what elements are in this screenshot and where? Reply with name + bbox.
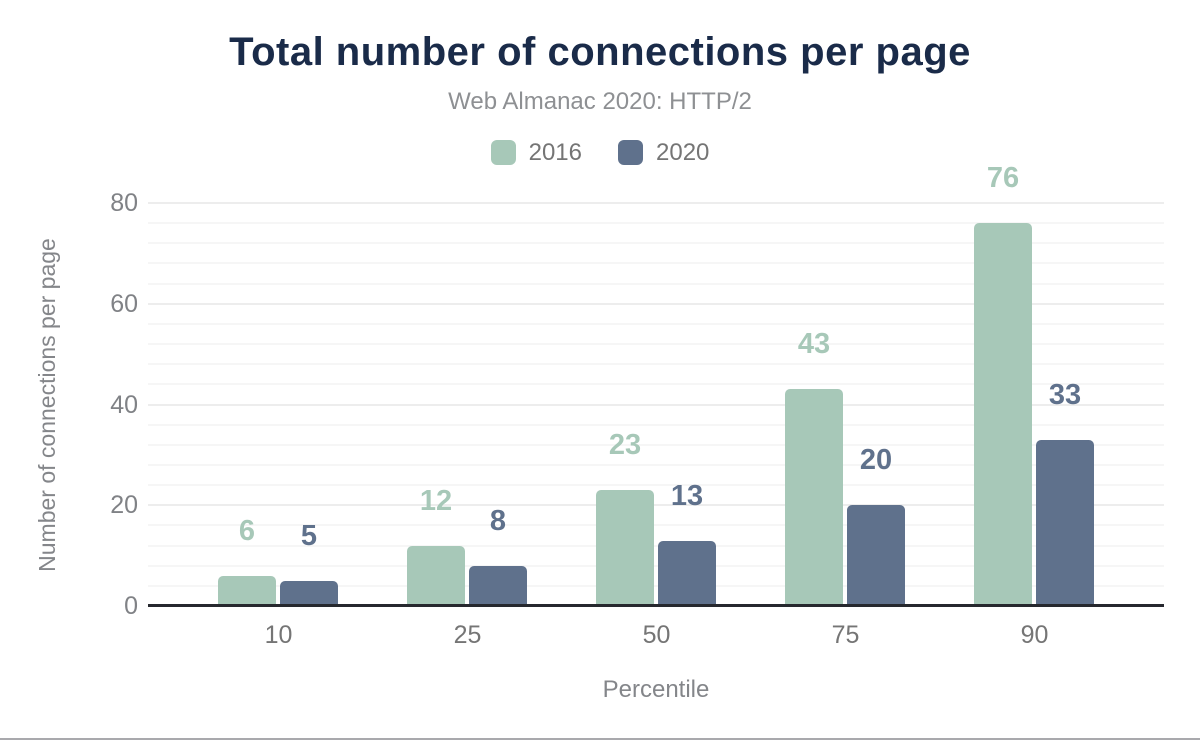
value-label-2020-p10: 5 [300, 519, 318, 552]
bar-2020-p90 [1036, 439, 1094, 606]
value-label-2020-p75: 20 [859, 444, 893, 477]
legend-swatch-2020 [618, 140, 643, 165]
minor-gridline-32 [148, 443, 1164, 446]
major-gridline-40 [148, 403, 1164, 406]
bar-2020-p10 [280, 580, 338, 606]
x-axis-title: Percentile [602, 676, 710, 703]
chart-title: Total number of connections per page [229, 30, 971, 74]
minor-gridline-72 [148, 242, 1164, 245]
minor-gridline-64 [148, 282, 1164, 285]
minor-gridline-56 [148, 322, 1164, 325]
legend-item-2016: 2016 [490, 139, 582, 166]
x-tick-label-25: 25 [453, 621, 482, 649]
minor-gridline-12 [148, 544, 1164, 547]
minor-gridline-76 [148, 222, 1164, 225]
legend-swatch-2016 [490, 140, 516, 165]
value-label-2020-p50: 13 [670, 479, 704, 512]
bar-2016-p90 [974, 223, 1032, 606]
bar-2016-p10 [218, 575, 276, 606]
bar-2016-p25 [407, 545, 465, 606]
major-gridline-80 [148, 202, 1164, 204]
bar-2020-p25 [469, 565, 527, 606]
minor-gridline-16 [148, 524, 1164, 527]
minor-gridline-52 [148, 343, 1164, 346]
y-tick-label-80: 80 [110, 189, 138, 217]
bottom-rule [0, 738, 1200, 740]
minor-gridline-48 [148, 363, 1164, 366]
legend-label-2016: 2016 [528, 139, 582, 166]
value-label-2020-p90: 33 [1048, 378, 1082, 411]
minor-gridline-28 [148, 463, 1164, 466]
y-tick-label-0: 0 [124, 592, 138, 620]
minor-gridline-4 [148, 584, 1164, 587]
x-axis-line [148, 604, 1164, 607]
x-tick-label-50: 50 [642, 621, 671, 649]
bar-2020-p75 [847, 505, 905, 606]
bar-2020-p50 [658, 540, 716, 606]
major-gridline-20 [148, 504, 1164, 507]
value-label-2016-p10: 6 [238, 514, 256, 547]
minor-gridline-68 [148, 262, 1164, 265]
value-label-2016-p25: 12 [419, 484, 453, 517]
y-axis-title: Number of connections per page [34, 238, 60, 572]
minor-gridline-24 [148, 484, 1164, 487]
legend-item-2020: 2020 [618, 140, 709, 165]
major-gridline-60 [148, 302, 1164, 305]
minor-gridline-36 [148, 423, 1164, 426]
x-tick-label-75: 75 [831, 621, 860, 649]
legend-label-2020: 2020 [656, 139, 710, 166]
value-label-2016-p50: 23 [608, 429, 642, 462]
value-label-2020-p25: 8 [489, 504, 507, 537]
minor-gridline-44 [148, 383, 1164, 386]
value-label-2016-p75: 43 [797, 328, 831, 361]
x-tick-label-10: 10 [264, 621, 293, 649]
bar-2016-p50 [596, 490, 654, 606]
y-tick-label-20: 20 [110, 491, 138, 520]
y-tick-label-40: 40 [110, 390, 138, 419]
minor-gridline-8 [148, 564, 1164, 567]
chart-subtitle: Web Almanac 2020: HTTP/2 [448, 88, 752, 115]
x-tick-label-90: 90 [1020, 621, 1049, 649]
y-tick-label-60: 60 [110, 289, 138, 318]
chart-legend: 2016 2020 [0, 140, 1200, 165]
value-label-2016-p90: 76 [986, 162, 1020, 195]
bar-2016-p75 [785, 389, 843, 606]
